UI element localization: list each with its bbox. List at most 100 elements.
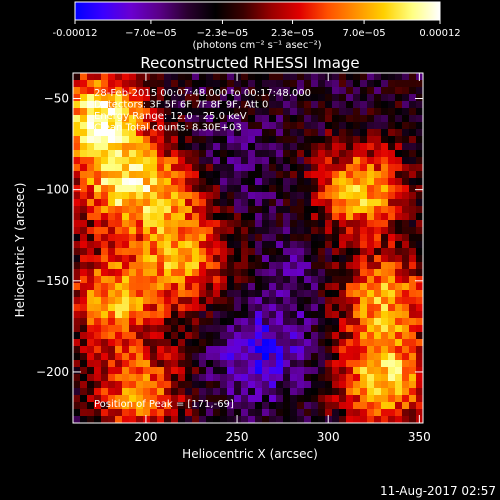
heatmap-cell: [353, 283, 361, 291]
heatmap-cell: [234, 199, 242, 207]
heatmap-cell: [276, 283, 284, 291]
heatmap-cell: [129, 346, 137, 354]
heatmap-cell: [122, 73, 130, 81]
heatmap-cell: [136, 360, 144, 368]
heatmap-cell: [381, 402, 389, 410]
heatmap-cell: [101, 346, 109, 354]
heatmap-cell: [87, 122, 95, 130]
heatmap-cell: [416, 325, 423, 333]
heatmap-cell: [248, 178, 256, 186]
heatmap-cell: [374, 304, 382, 312]
heatmap-cell: [108, 353, 116, 361]
heatmap-cell: [115, 248, 123, 256]
heatmap-cell: [136, 276, 144, 284]
heatmap-cell: [388, 122, 396, 130]
heatmap-cell: [255, 388, 263, 396]
heatmap-cell: [395, 108, 403, 116]
heatmap-cell: [311, 80, 319, 88]
heatmap-cell: [101, 248, 109, 256]
heatmap-cell: [80, 374, 88, 382]
heatmap-cell: [206, 360, 214, 368]
heatmap-cell: [416, 388, 423, 396]
heatmap-cell: [262, 402, 270, 410]
heatmap-cell: [241, 332, 249, 340]
heatmap-cell: [87, 157, 95, 165]
heatmap-cell: [325, 409, 333, 417]
heatmap-cell: [115, 276, 123, 284]
heatmap-cell: [234, 325, 242, 333]
heatmap-cell: [283, 80, 291, 88]
heatmap-cell: [381, 73, 389, 81]
heatmap-cell: [192, 129, 200, 137]
heatmap-cell: [171, 115, 179, 123]
heatmap-cell: [290, 402, 298, 410]
heatmap-cell: [276, 136, 284, 144]
heatmap-cell: [346, 73, 354, 81]
heatmap-cell: [157, 227, 165, 235]
heatmap-cell: [213, 94, 221, 102]
heatmap-cell: [234, 206, 242, 214]
heatmap-cell: [136, 269, 144, 277]
heatmap-cell: [101, 262, 109, 270]
heatmap-cell: [402, 73, 410, 81]
heatmap-cell: [122, 283, 130, 291]
heatmap-cell: [367, 402, 375, 410]
heatmap-cell: [360, 339, 368, 347]
heatmap-cell: [73, 80, 81, 88]
heatmap-cell: [206, 346, 214, 354]
heatmap-cell: [164, 353, 172, 361]
heatmap-cell: [325, 171, 333, 179]
heatmap-cell: [73, 290, 81, 298]
heatmap-cell: [311, 269, 319, 277]
heatmap-cell: [220, 115, 228, 123]
heatmap-cell: [199, 297, 207, 305]
heatmap-cell: [290, 171, 298, 179]
heatmap-cell: [192, 311, 200, 319]
heatmap-cell: [325, 353, 333, 361]
heatmap-cell: [395, 129, 403, 137]
heatmap-cell: [157, 276, 165, 284]
heatmap-cell: [87, 136, 95, 144]
heatmap-cell: [297, 402, 305, 410]
heatmap-cell: [269, 178, 277, 186]
heatmap-cell: [367, 388, 375, 396]
heatmap-cell: [290, 269, 298, 277]
heatmap-cell: [395, 241, 403, 249]
heatmap-cell: [339, 185, 347, 193]
heatmap-cell: [73, 283, 81, 291]
heatmap-cell: [409, 220, 417, 228]
heatmap-cell: [227, 143, 235, 151]
heatmap-cell: [206, 108, 214, 116]
heatmap-cell: [213, 213, 221, 221]
heatmap-cell: [178, 73, 186, 81]
heatmap-cell: [388, 374, 396, 382]
heatmap-cell: [311, 206, 319, 214]
heatmap-cell: [353, 94, 361, 102]
heatmap-cell: [241, 318, 249, 326]
heatmap-cell: [318, 255, 326, 263]
heatmap-cell: [164, 367, 172, 375]
heatmap-cell: [213, 150, 221, 158]
heatmap-cell: [248, 416, 256, 423]
heatmap-cell: [171, 220, 179, 228]
heatmap-cell: [94, 381, 102, 389]
heatmap-cell: [367, 213, 375, 221]
heatmap-cell: [136, 108, 144, 116]
heatmap-cell: [269, 94, 277, 102]
heatmap-cell: [136, 101, 144, 109]
heatmap-cell: [248, 402, 256, 410]
heatmap-cell: [416, 178, 423, 186]
heatmap-cell: [318, 164, 326, 172]
heatmap-cell: [115, 409, 123, 417]
heatmap-cell: [353, 164, 361, 172]
heatmap-cell: [199, 276, 207, 284]
heatmap-cell: [381, 241, 389, 249]
heatmap-cell: [136, 353, 144, 361]
heatmap-cell: [143, 311, 151, 319]
heatmap-cell: [178, 374, 186, 382]
heatmap-cell: [192, 115, 200, 123]
heatmap-cell: [108, 311, 116, 319]
heatmap-cell: [87, 101, 95, 109]
heatmap-cell: [367, 101, 375, 109]
heatmap-cell: [80, 290, 88, 298]
